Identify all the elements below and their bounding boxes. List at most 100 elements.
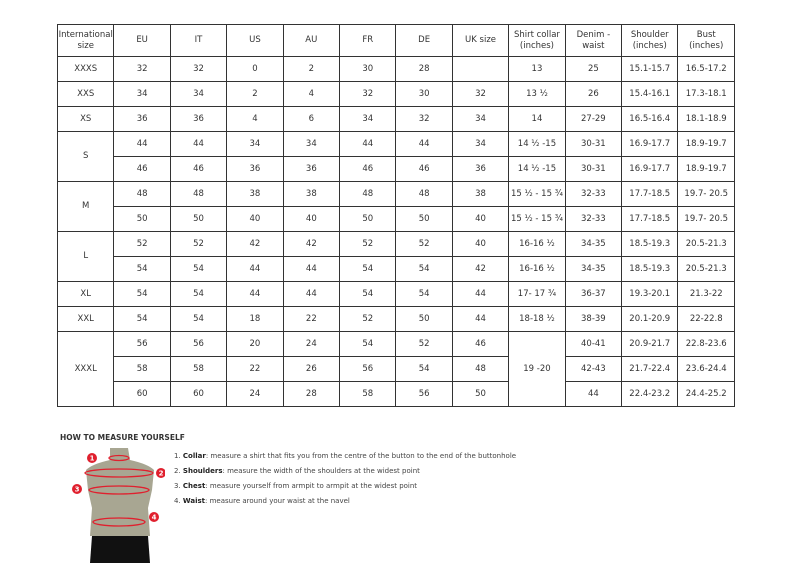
table-cell: 14 ½ -15 xyxy=(508,156,566,182)
table-cell: 24 xyxy=(282,331,341,357)
table-cell: 48 xyxy=(113,181,171,207)
table-cell: 22-22.8 xyxy=(677,306,735,332)
table-cell: 36 xyxy=(282,156,341,182)
table-cell: 38-39 xyxy=(564,306,623,332)
measurement-figure: 1 2 3 4 xyxy=(72,448,165,563)
column-header: Shoulder (inches) xyxy=(621,24,679,57)
table-cell: 18 xyxy=(226,306,284,332)
table-cell: 50 xyxy=(451,381,510,407)
table-cell: 38 xyxy=(226,181,284,207)
column-header: AU xyxy=(282,24,341,57)
table-cell: 34 xyxy=(113,81,171,107)
table-cell: 54 xyxy=(169,306,228,332)
size-cell: XXL xyxy=(56,306,115,332)
size-cell: XXS xyxy=(56,81,115,107)
table-cell: 30 xyxy=(395,81,453,107)
table-row: 46 46 36 36 46 46 36 14 ½ -15 30-31 16.9-17.7 18.9… xyxy=(58,156,735,182)
table-cell: 44 xyxy=(395,131,453,157)
table-cell: 46 xyxy=(113,156,171,182)
table-cell: 16.5-16.4 xyxy=(621,106,679,132)
table-cell: 32 xyxy=(451,81,510,107)
table-cell: 48 xyxy=(339,181,397,207)
column-header: US xyxy=(226,24,284,57)
table-cell: 60 xyxy=(113,381,171,407)
table-cell: 32 xyxy=(113,56,171,82)
table-cell: 48 xyxy=(395,181,453,207)
table-row: XXXL 56 56 20 24 54 52 46 19 -20 40-41 20.9-21.7 22… xyxy=(56,331,735,407)
table-cell: 54 xyxy=(395,281,453,307)
size-chart-table: International size EU IT US AU FR DE UK size Shi… xyxy=(56,24,735,407)
table-cell: 15 ½ - 15 ¾ xyxy=(508,181,566,207)
table-cell: 4 xyxy=(282,81,341,107)
table-cell: 30-31 xyxy=(564,156,623,182)
table-cell: 24.4-25.2 xyxy=(677,381,735,407)
size-cell: L xyxy=(56,231,115,282)
table-cell: 36-37 xyxy=(564,281,623,307)
table-cell: 2 xyxy=(282,56,341,82)
table-row: M 48 48 38 38 48 48 38 15 ½ - 15 ¾ 32-33 17.7-18.5… xyxy=(56,181,735,232)
table-cell: 22.8-23.6 xyxy=(677,331,735,357)
column-header: IT xyxy=(169,24,228,57)
table-cell: 17- 17 ¾ xyxy=(508,281,566,307)
size-cell: M xyxy=(56,181,115,232)
table-row: 58 58 22 26 56 54 48 42-43 21.7-22.4 23.6-24.4 xyxy=(58,356,735,382)
table-cell: 58 xyxy=(339,381,397,407)
table-cell: 48 xyxy=(169,181,228,207)
step-chest: 3. Chest: measure yourself from armpit t… xyxy=(174,482,418,490)
table-cell: 32 xyxy=(339,81,397,107)
table-cell: 26 xyxy=(564,81,623,107)
table-cell: 42 xyxy=(282,231,341,257)
table-cell: 42 xyxy=(451,256,510,282)
table-cell: 40 xyxy=(451,231,510,257)
table-cell: 54 xyxy=(339,331,397,357)
table-row: XXS 34 34 2 4 32 30 32 13 ½ 26 15.4-16.1 17.3-18.1 xyxy=(56,81,735,107)
table-cell: 44 xyxy=(282,281,341,307)
table-cell: 20.1-20.9 xyxy=(621,306,679,332)
table-cell: 18.9-19.7 xyxy=(677,156,735,182)
column-header: Bust (inches) xyxy=(677,24,735,57)
howto-title: HOW TO MEASURE YOURSELF xyxy=(60,433,185,442)
table-cell: 13 ½ xyxy=(508,81,566,107)
table-cell: 32 xyxy=(169,56,228,82)
table-cell: 20.5-21.3 xyxy=(677,256,735,282)
table-cell: 15.4-16.1 xyxy=(621,81,679,107)
table-cell: 6 xyxy=(282,106,341,132)
table-cell: 32-33 xyxy=(564,181,623,207)
table-cell: 28 xyxy=(395,56,453,82)
table-cell: 19 -20 xyxy=(508,331,566,407)
table-cell: 56 xyxy=(169,331,228,357)
size-cell: XS xyxy=(56,106,115,132)
table-cell: 50 xyxy=(395,206,453,232)
table-cell: 17.7-18.5 xyxy=(621,181,679,207)
table-cell: 54 xyxy=(113,281,171,307)
table-cell: 36 xyxy=(169,106,228,132)
table-cell: 18.1-18.9 xyxy=(677,106,735,132)
table-cell: 20.9-21.7 xyxy=(621,331,679,357)
table-cell: 46 xyxy=(339,156,397,182)
table-cell: 22 xyxy=(282,306,341,332)
table-cell: 30 xyxy=(339,56,397,82)
table-cell: 28 xyxy=(282,381,341,407)
table-cell: 32 xyxy=(395,106,453,132)
table-cell: 34-35 xyxy=(564,256,623,282)
table-cell: 18.5-19.3 xyxy=(621,256,679,282)
step-shoulders: 2. Shoulders: measure the width of the s… xyxy=(174,467,420,475)
table-cell: 25 xyxy=(564,56,623,82)
table-cell: 13 xyxy=(508,56,566,82)
measure-steps: 1. Collar: measure a shirt that fits you… xyxy=(174,450,516,510)
table-cell: 38 xyxy=(451,181,510,207)
table-cell xyxy=(451,56,510,82)
table-cell: 19.7- 20.5 xyxy=(677,206,735,232)
table-cell: 36 xyxy=(226,156,284,182)
table-cell: 16.5-17.2 xyxy=(677,56,735,82)
table-cell: 54 xyxy=(339,281,397,307)
table-cell: 40 xyxy=(282,206,341,232)
table-cell: 48 xyxy=(451,356,510,382)
table-cell: 34 xyxy=(451,106,510,132)
step-waist: 4. Waist: measure around your waist at t… xyxy=(174,497,350,505)
table-cell: 50 xyxy=(395,306,453,332)
table-cell: 20.5-21.3 xyxy=(677,231,735,257)
table-cell: 16.9-17.7 xyxy=(621,156,679,182)
table-cell: 17.3-18.1 xyxy=(677,81,735,107)
marker-3: 3 xyxy=(75,486,80,494)
